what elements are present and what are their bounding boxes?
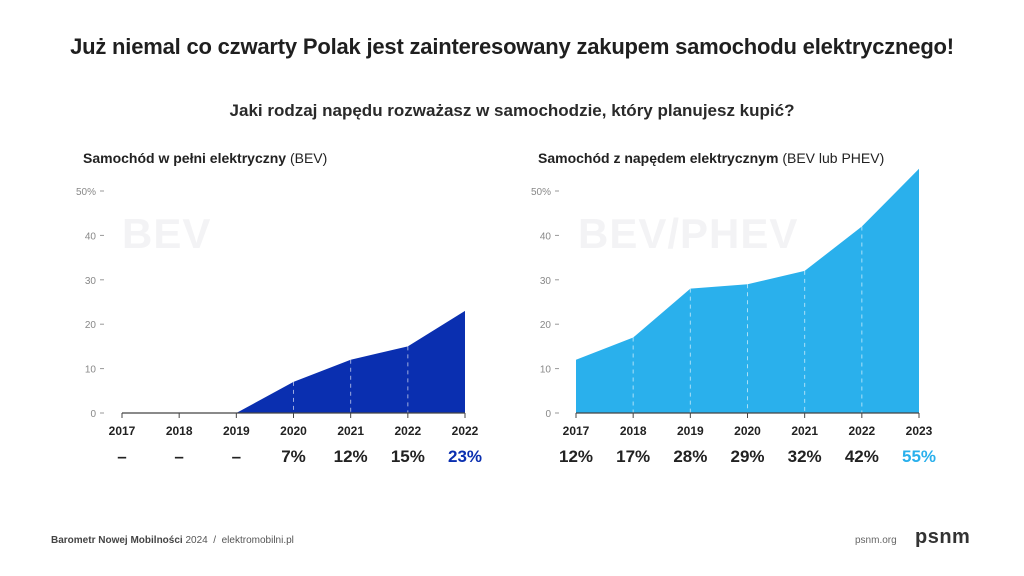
data-label: 28%: [673, 447, 707, 466]
x-tick-label: 2019: [223, 424, 250, 438]
data-label: 42%: [845, 447, 879, 466]
data-label: –: [174, 447, 183, 466]
page-title: Już niemal co czwarty Polak jest zainter…: [70, 34, 954, 59]
x-tick-label: 2018: [620, 424, 647, 438]
data-label: 55%: [902, 447, 936, 466]
chart-heading-bold: Samochód z napędem elektrycznym: [538, 150, 779, 166]
x-tick-label: 2019: [677, 424, 704, 438]
data-label: 32%: [788, 447, 822, 466]
footer-org-site[interactable]: psnm.org: [855, 535, 897, 546]
data-label: 15%: [391, 447, 425, 466]
chart-heading-bev: Samochód w pełni elektryczny (BEV): [83, 150, 327, 166]
x-tick-label: 2022: [394, 424, 421, 438]
chart-watermark-bev: BEV: [122, 210, 212, 257]
x-tick-label: 2018: [166, 424, 193, 438]
chart-heading-bold: Samochód w pełni elektryczny: [83, 150, 287, 166]
y-tick-label: 0: [90, 409, 96, 420]
chart-heading-rest: (BEV lub PHEV): [782, 150, 885, 166]
x-tick-label: 2020: [734, 424, 761, 438]
y-tick-label: 30: [540, 276, 552, 287]
footer-source-name: Barometr Nowej Mobilności: [51, 535, 183, 546]
x-tick-label: 2017: [563, 424, 590, 438]
y-tick-label: 0: [545, 409, 551, 420]
x-tick-label: 2021: [337, 424, 364, 438]
y-tick-label: 40: [540, 231, 552, 242]
chart-watermark-bevphev: BEV/PHEV: [578, 210, 799, 257]
y-tick-label: 10: [85, 365, 97, 376]
chart-heading-bevphev: Samochód z napędem elektrycznym (BEV lub…: [538, 150, 884, 166]
footer-source-year: 2024: [185, 535, 208, 546]
data-label: –: [232, 447, 241, 466]
psnm-logo: psnm: [915, 526, 971, 548]
question-subtitle: Jaki rodzaj napędu rozważasz w samochodz…: [229, 101, 795, 120]
data-label: 29%: [730, 447, 764, 466]
y-tick-label: 50%: [76, 187, 96, 198]
y-tick-label: 30: [85, 276, 97, 287]
data-label: 12%: [334, 447, 368, 466]
area-series-bevphev: [576, 168, 919, 413]
y-tick-label: 20: [540, 320, 552, 331]
data-label: 12%: [559, 447, 593, 466]
y-tick-label: 20: [85, 320, 97, 331]
chart-heading-rest: (BEV): [289, 150, 328, 166]
footer-source: Barometr Nowej Mobilności 2024 / elektro…: [51, 535, 294, 546]
data-label: –: [117, 447, 126, 466]
x-tick-label: 2022: [848, 424, 875, 438]
data-label: 7%: [281, 447, 306, 466]
y-tick-label: 50%: [531, 187, 551, 198]
data-label: 23%: [448, 447, 482, 466]
footer-site-link[interactable]: elektromobilni.pl: [221, 535, 294, 546]
y-tick-label: 40: [85, 231, 97, 242]
x-tick-label: 2022: [452, 424, 479, 438]
area-series-bev: [122, 310, 465, 413]
x-tick-label: 2017: [109, 424, 136, 438]
x-tick-label: 2023: [906, 424, 933, 438]
y-tick-label: 10: [540, 365, 552, 376]
x-tick-label: 2020: [280, 424, 307, 438]
footer-separator: /: [213, 535, 217, 546]
x-tick-label: 2021: [791, 424, 818, 438]
data-label: 17%: [616, 447, 650, 466]
